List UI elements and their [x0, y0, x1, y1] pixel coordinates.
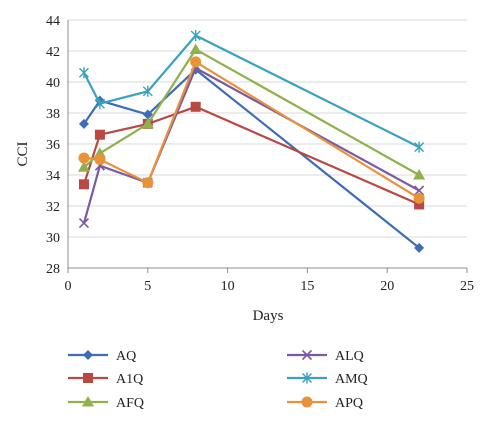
- legend-item-apq: APQ: [287, 396, 363, 411]
- y-tick-labels: 28 30 32 34 36 38 40 42 44: [46, 14, 60, 277]
- legend-label: AFQ: [116, 396, 144, 411]
- data-point: [78, 217, 90, 229]
- legend-marker: [302, 372, 312, 384]
- legend-item-afq: AFQ: [68, 396, 144, 411]
- data-point: [413, 192, 425, 204]
- legend-marker: [82, 396, 94, 407]
- x-axis-title: Days: [253, 308, 284, 324]
- legend-label: AMQ: [335, 372, 368, 387]
- data-point: [77, 161, 90, 172]
- legend-label: AQ: [116, 349, 136, 364]
- y-tick-label: 44: [46, 14, 60, 29]
- legend-item-amq: AMQ: [287, 372, 368, 387]
- data-point: [414, 185, 425, 196]
- legend-label: A1Q: [116, 372, 143, 387]
- series-amq: [78, 30, 425, 153]
- data-point: [414, 242, 425, 253]
- data-point: [78, 152, 90, 164]
- data-point: [78, 179, 89, 190]
- y-tick-label: 36: [46, 138, 60, 153]
- y-tick-label: 34: [46, 169, 60, 184]
- y-tick-label: 40: [46, 76, 60, 91]
- legend-marker: [301, 396, 313, 408]
- data-point: [94, 154, 106, 165]
- legend-marker: [83, 350, 93, 360]
- legend-item-alq: ALQ: [287, 349, 364, 364]
- x-tick-label: 5: [144, 279, 151, 294]
- data-point: [141, 117, 154, 129]
- y-tick-label: 38: [46, 107, 60, 122]
- data-point: [142, 177, 154, 189]
- series-line: [83, 48, 420, 176]
- x-tick-label: 20: [380, 279, 394, 294]
- data-point: [414, 199, 425, 210]
- data-point: [94, 98, 105, 110]
- legend-item-a1q: A1Q: [68, 372, 143, 387]
- data-point: [414, 141, 425, 153]
- data-point: [190, 56, 202, 68]
- data-point: [142, 85, 153, 97]
- data-point: [142, 109, 153, 120]
- series-a1q: [78, 101, 425, 210]
- data-point: [189, 43, 202, 54]
- legend-marker: [83, 373, 93, 383]
- x-tick-label: 25: [460, 279, 474, 294]
- legend: AQ A1Q AFQ ALQ AMQ APQ: [68, 349, 368, 411]
- y-axis-title: CCI: [15, 141, 31, 166]
- y-tick-label: 32: [46, 200, 60, 215]
- x-tick-label: 0: [65, 279, 72, 294]
- y-tick-label: 28: [46, 262, 60, 277]
- series-alq: [78, 62, 425, 229]
- data-point: [94, 129, 105, 140]
- legend-label: ALQ: [335, 349, 364, 364]
- y-tick-label: 42: [46, 45, 60, 60]
- x-tick-label: 10: [221, 279, 235, 294]
- data-point: [413, 169, 426, 180]
- legend-label: APQ: [335, 396, 363, 411]
- data-point: [190, 101, 201, 112]
- series-lines: [77, 30, 426, 253]
- gridlines: [68, 19, 467, 269]
- data-point: [78, 118, 89, 129]
- legend-marker: [301, 349, 313, 361]
- series-apq: [78, 56, 425, 204]
- data-point: [78, 67, 89, 79]
- y-tick-label: 30: [46, 231, 60, 246]
- legend-item-aq: AQ: [68, 349, 136, 364]
- series-aq: [78, 64, 425, 253]
- x-tick-labels: 0 5 10 15 20 25: [65, 279, 475, 294]
- x-tick-label: 15: [300, 279, 314, 294]
- data-point: [190, 30, 201, 41]
- axes: [67, 20, 468, 273]
